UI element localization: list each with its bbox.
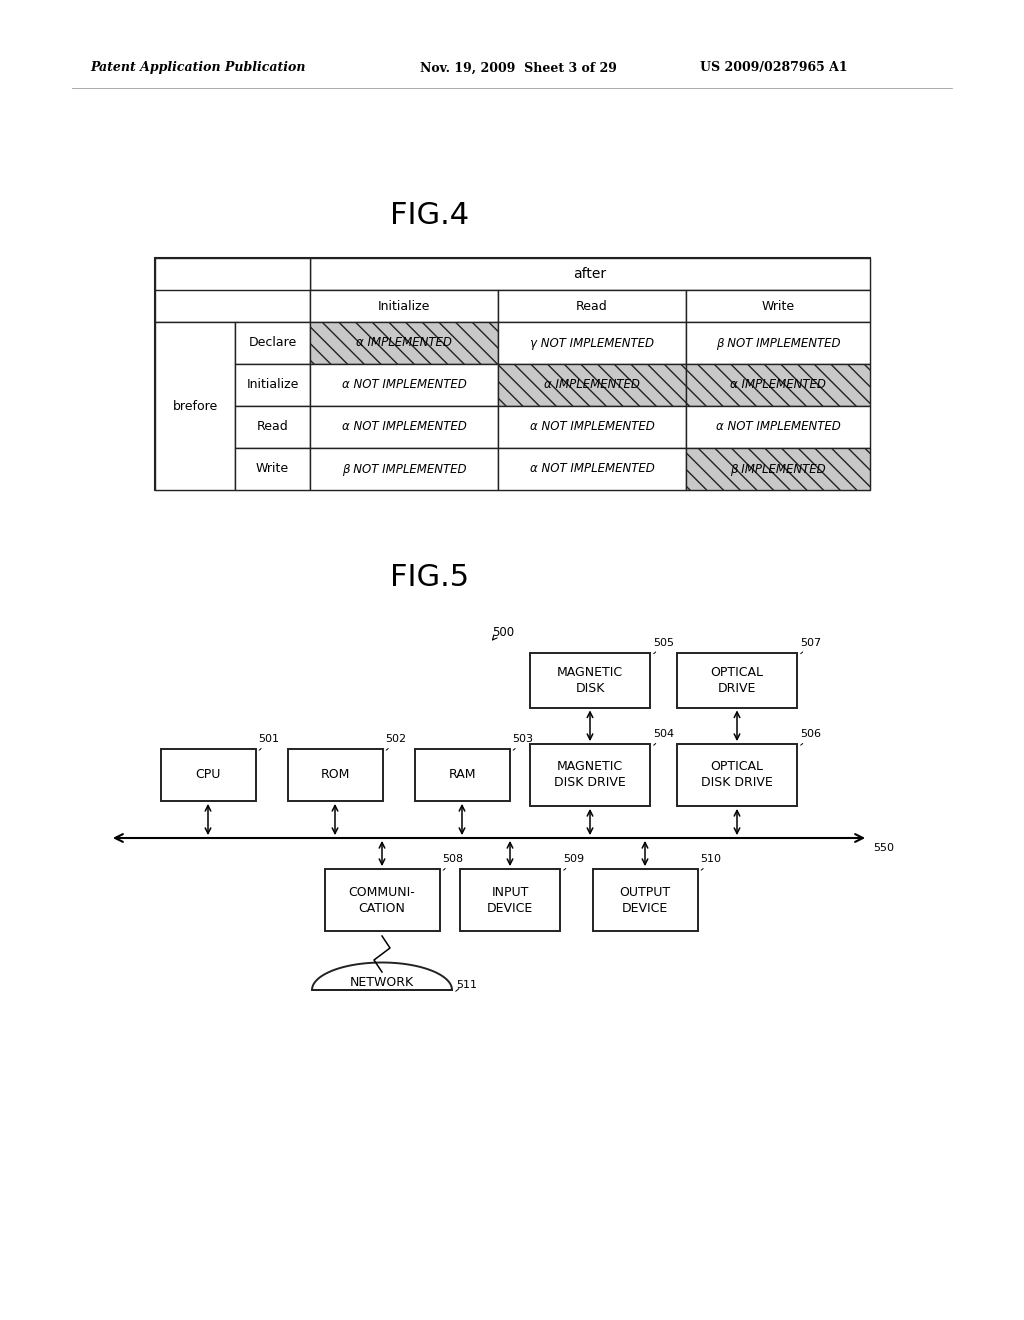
Text: Initialize: Initialize bbox=[247, 379, 299, 392]
Text: α IMPLEMENTED: α IMPLEMENTED bbox=[356, 337, 452, 350]
Text: α IMPLEMENTED: α IMPLEMENTED bbox=[544, 379, 640, 392]
Text: Write: Write bbox=[762, 300, 795, 313]
Bar bbox=[530, 652, 650, 708]
Text: Read: Read bbox=[257, 421, 289, 433]
Text: Patent Application Publication: Patent Application Publication bbox=[90, 62, 305, 74]
Text: OPTICAL
DISK DRIVE: OPTICAL DISK DRIVE bbox=[701, 760, 773, 789]
Text: 503: 503 bbox=[512, 734, 534, 744]
Bar bbox=[310, 407, 498, 447]
Text: 506: 506 bbox=[800, 729, 821, 739]
Text: β NOT IMPLEMENTED: β NOT IMPLEMENTED bbox=[716, 337, 841, 350]
Text: α NOT IMPLEMENTED: α NOT IMPLEMENTED bbox=[342, 379, 466, 392]
Bar bbox=[460, 869, 560, 931]
Bar bbox=[686, 447, 870, 490]
Bar bbox=[155, 322, 234, 490]
Text: COMMUNI-
CATION: COMMUNI- CATION bbox=[348, 886, 416, 915]
Bar bbox=[288, 748, 383, 801]
Text: α NOT IMPLEMENTED: α NOT IMPLEMENTED bbox=[716, 421, 841, 433]
Text: 505: 505 bbox=[653, 638, 674, 648]
Text: Read: Read bbox=[577, 300, 608, 313]
Text: OPTICAL
DRIVE: OPTICAL DRIVE bbox=[711, 665, 764, 694]
Text: US 2009/0287965 A1: US 2009/0287965 A1 bbox=[700, 62, 848, 74]
Text: α IMPLEMENTED: α IMPLEMENTED bbox=[730, 379, 826, 392]
Text: 550: 550 bbox=[873, 843, 894, 853]
Bar bbox=[234, 447, 310, 490]
Text: MAGNETIC
DISK DRIVE: MAGNETIC DISK DRIVE bbox=[554, 760, 626, 789]
Bar bbox=[686, 407, 870, 447]
Text: 510: 510 bbox=[700, 854, 722, 865]
Bar bbox=[677, 744, 797, 807]
Bar bbox=[310, 290, 498, 322]
Bar bbox=[310, 322, 498, 364]
Text: Write: Write bbox=[256, 462, 289, 475]
Text: FIG.5: FIG.5 bbox=[390, 564, 470, 593]
Text: 509: 509 bbox=[563, 854, 584, 865]
Bar bbox=[325, 869, 439, 931]
Text: β NOT IMPLEMENTED: β NOT IMPLEMENTED bbox=[342, 462, 466, 475]
Text: 511: 511 bbox=[456, 979, 477, 990]
Text: α NOT IMPLEMENTED: α NOT IMPLEMENTED bbox=[342, 421, 466, 433]
Text: RAM: RAM bbox=[449, 768, 476, 781]
Bar bbox=[498, 290, 686, 322]
Bar bbox=[498, 447, 686, 490]
Bar bbox=[234, 407, 310, 447]
Text: CPU: CPU bbox=[196, 768, 221, 781]
Bar bbox=[155, 257, 310, 322]
Text: Initialize: Initialize bbox=[378, 300, 430, 313]
Text: 504: 504 bbox=[653, 729, 674, 739]
Text: 501: 501 bbox=[258, 734, 280, 744]
Text: γ NOT IMPLEMENTED: γ NOT IMPLEMENTED bbox=[530, 337, 654, 350]
Text: after: after bbox=[573, 267, 606, 281]
Text: INPUT
DEVICE: INPUT DEVICE bbox=[486, 886, 534, 915]
Bar bbox=[161, 748, 256, 801]
Text: 507: 507 bbox=[800, 638, 821, 648]
Text: Nov. 19, 2009  Sheet 3 of 29: Nov. 19, 2009 Sheet 3 of 29 bbox=[420, 62, 616, 74]
Bar bbox=[310, 257, 870, 290]
Bar bbox=[686, 364, 870, 407]
Text: FIG.4: FIG.4 bbox=[390, 201, 470, 230]
Bar bbox=[593, 869, 697, 931]
Bar bbox=[234, 322, 310, 364]
Bar bbox=[310, 364, 498, 407]
Text: 502: 502 bbox=[385, 734, 407, 744]
Bar bbox=[498, 364, 686, 407]
Bar bbox=[498, 407, 686, 447]
Text: Declare: Declare bbox=[249, 337, 297, 350]
Bar bbox=[686, 290, 870, 322]
Bar bbox=[530, 744, 650, 807]
Text: brefore: brefore bbox=[172, 400, 218, 412]
Bar bbox=[234, 364, 310, 407]
Bar bbox=[498, 322, 686, 364]
Text: α NOT IMPLEMENTED: α NOT IMPLEMENTED bbox=[529, 421, 654, 433]
Text: β IMPLEMENTED: β IMPLEMENTED bbox=[730, 462, 825, 475]
Bar bbox=[155, 257, 870, 490]
Text: 508: 508 bbox=[442, 854, 464, 865]
Bar bbox=[155, 290, 310, 322]
Bar bbox=[415, 748, 510, 801]
Text: MAGNETIC
DISK: MAGNETIC DISK bbox=[557, 665, 623, 694]
Bar bbox=[677, 652, 797, 708]
Text: ROM: ROM bbox=[321, 768, 349, 781]
Bar bbox=[686, 322, 870, 364]
Text: NETWORK: NETWORK bbox=[350, 975, 414, 989]
Text: OUTPUT
DEVICE: OUTPUT DEVICE bbox=[620, 886, 671, 915]
Text: 500: 500 bbox=[492, 626, 514, 639]
Bar bbox=[310, 447, 498, 490]
Text: α NOT IMPLEMENTED: α NOT IMPLEMENTED bbox=[529, 462, 654, 475]
